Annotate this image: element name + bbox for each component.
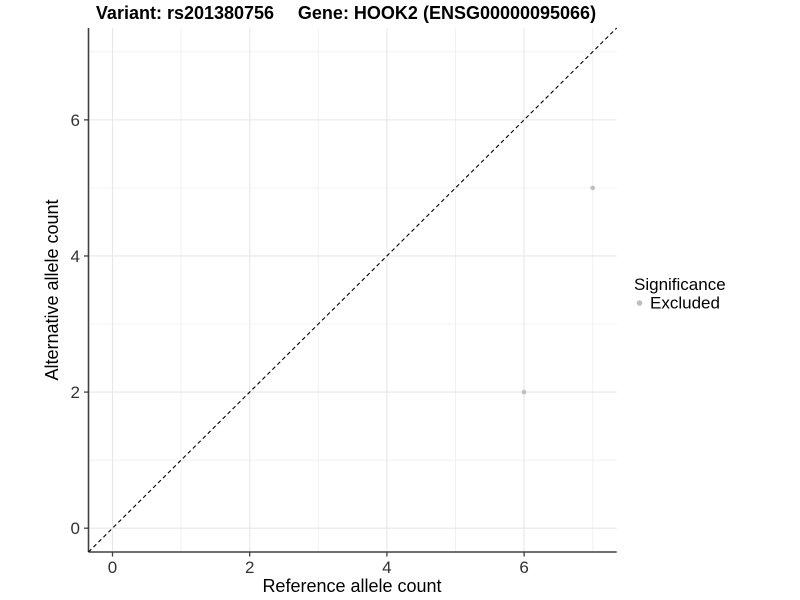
x-tick-label-6: 6 bbox=[519, 558, 528, 577]
legend-title: Significance bbox=[634, 275, 726, 294]
data-point-excluded-7-5 bbox=[590, 185, 595, 191]
axes bbox=[87, 28, 617, 553]
y-axis-title: Alternative allele count bbox=[42, 199, 62, 380]
identity-dashed-line bbox=[88, 27, 618, 553]
y-tick-label-0: 0 bbox=[71, 519, 80, 538]
plot-title-variant: Variant: rs201380756 bbox=[96, 3, 274, 23]
y-tick-label-4: 4 bbox=[71, 247, 80, 266]
gridlines bbox=[88, 28, 617, 552]
identity-line bbox=[88, 27, 618, 553]
axis-ticks: 0 2 4 6 0 2 4 6 bbox=[71, 111, 529, 577]
y-tick-label-6: 6 bbox=[71, 111, 80, 130]
data-points bbox=[521, 185, 595, 395]
x-axis-title: Reference allele count bbox=[262, 576, 441, 596]
x-tick-label-0: 0 bbox=[108, 558, 117, 577]
legend-point-excluded bbox=[636, 300, 643, 306]
data-point-excluded-6-2 bbox=[521, 389, 527, 395]
legend-label-excluded: Excluded bbox=[650, 294, 720, 313]
x-tick-label-2: 2 bbox=[245, 558, 254, 577]
plot-title-gene: Gene: HOOK2 (ENSG00000095066) bbox=[298, 3, 596, 23]
y-tick-label-2: 2 bbox=[71, 383, 80, 402]
x-tick-label-4: 4 bbox=[382, 558, 391, 577]
